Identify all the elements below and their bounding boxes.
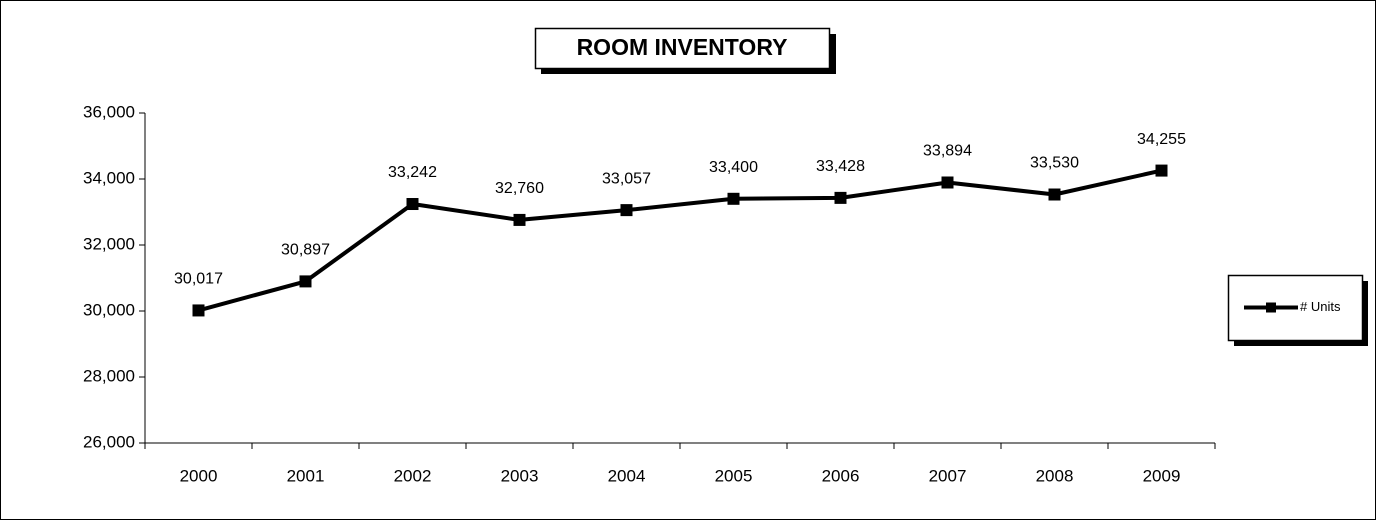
data-label: 33,428 — [816, 158, 865, 175]
y-tick-label: 28,000 — [83, 366, 135, 385]
legend-marker — [1266, 302, 1276, 313]
data-label: 33,530 — [1030, 155, 1079, 172]
series-line — [197, 168, 1162, 313]
x-tick-label: 2002 — [394, 466, 432, 485]
legend-label: # Units — [1300, 299, 1341, 314]
x-tick-label: 2006 — [822, 466, 860, 485]
point-marker — [299, 275, 312, 288]
chart-title: ROOM INVENTORY — [577, 34, 788, 60]
x-tick-label: 2000 — [180, 466, 218, 485]
y-tick-label: 32,000 — [83, 234, 135, 253]
point-marker — [834, 191, 847, 204]
y-tick-label: 36,000 — [83, 102, 135, 121]
data-label: 33,057 — [602, 170, 651, 187]
point-marker — [1048, 188, 1061, 201]
x-tick-label: 2004 — [608, 466, 646, 485]
y-tick-label: 26,000 — [83, 432, 135, 451]
y-tick-label: 30,000 — [83, 300, 135, 319]
data-label: 33,894 — [923, 143, 972, 160]
y-tick-label: 34,000 — [83, 168, 135, 187]
x-tick-label: 2001 — [287, 466, 325, 485]
data-label: 33,242 — [388, 164, 437, 181]
title-box — [534, 27, 831, 70]
x-tick-label: 2009 — [1143, 466, 1181, 485]
data-label: 30,897 — [281, 242, 330, 259]
point-marker — [620, 204, 633, 217]
data-label: 34,255 — [1137, 131, 1186, 148]
point-marker — [1155, 164, 1168, 177]
point-marker — [192, 304, 205, 317]
point-marker — [513, 213, 526, 226]
x-tick-label: 2003 — [501, 466, 539, 485]
data-label: 33,400 — [709, 159, 758, 176]
data-label: 32,760 — [495, 180, 544, 197]
point-marker — [941, 176, 954, 189]
x-tick-label: 2005 — [715, 466, 753, 485]
point-marker — [727, 192, 740, 205]
x-tick-label: 2007 — [929, 466, 967, 485]
data-label: 30,017 — [174, 271, 223, 288]
point-marker — [406, 198, 419, 211]
x-tick-label: 2008 — [1036, 466, 1074, 485]
